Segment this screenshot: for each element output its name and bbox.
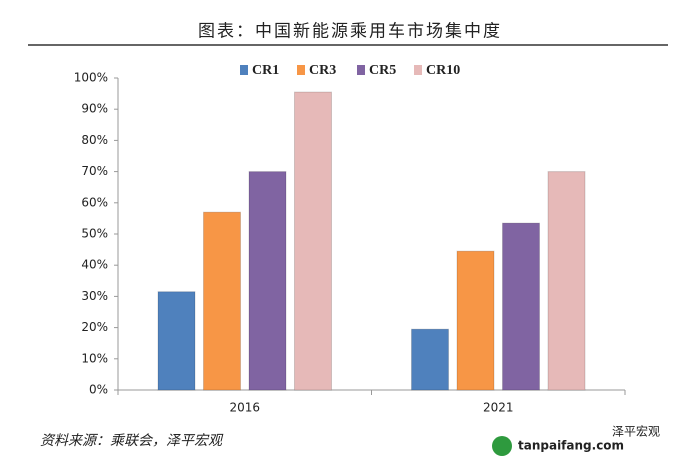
bar <box>203 211 241 391</box>
legend-swatch <box>240 65 248 75</box>
bar <box>411 328 449 391</box>
bar <box>157 291 196 391</box>
watermark: tanpaifang.com <box>518 439 624 453</box>
legend-swatch <box>357 65 365 75</box>
bar <box>502 222 540 391</box>
y-tick-label: 70% <box>81 164 108 178</box>
bar <box>456 250 495 391</box>
y-tick-label: 0% <box>89 383 108 397</box>
legend-label: CR3 <box>309 63 336 78</box>
y-tick-label: 100% <box>74 71 108 85</box>
legend-swatch <box>297 65 305 75</box>
y-tick-label: 10% <box>81 351 108 365</box>
legend-label: CR1 <box>252 63 279 78</box>
y-tick-label: 90% <box>81 102 108 116</box>
y-tick-label: 30% <box>81 289 108 303</box>
legend-label: CR10 <box>426 63 460 78</box>
source: 资料来源：乘联会，泽平宏观 <box>40 433 224 449</box>
chart-title: 图表：中国新能源乘用车市场集中度 <box>198 22 502 42</box>
y-tick-label: 40% <box>81 258 108 272</box>
watermark: 泽平宏观 <box>612 424 660 439</box>
bar <box>294 91 332 391</box>
y-tick-label: 50% <box>81 227 108 241</box>
bar <box>248 171 287 391</box>
y-tick-label: 20% <box>81 320 108 334</box>
x-tick-label: 2021 <box>483 401 514 415</box>
legend-swatch <box>414 65 422 75</box>
legend-label: CR5 <box>369 63 396 78</box>
bar <box>547 171 586 391</box>
x-tick-label: 2016 <box>229 401 260 415</box>
y-tick-label: 60% <box>81 195 108 209</box>
y-tick-label: 80% <box>81 133 108 147</box>
watermark-logo <box>492 436 512 456</box>
